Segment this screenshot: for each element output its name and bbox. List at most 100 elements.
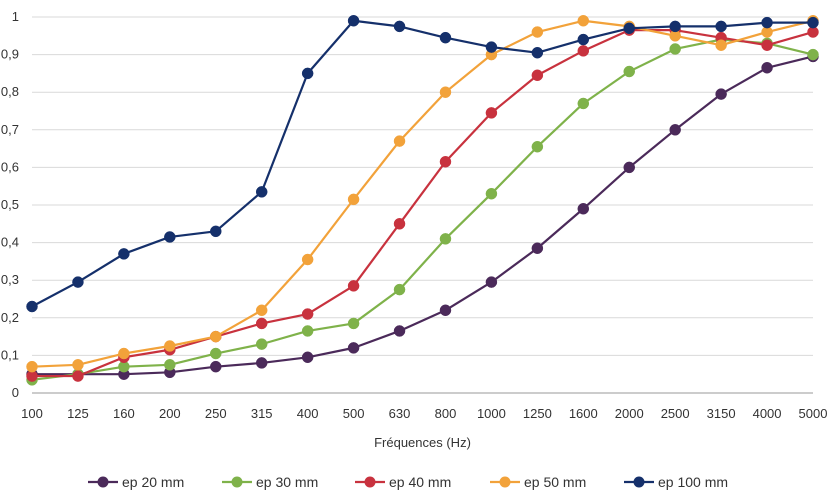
data-point — [301, 253, 314, 266]
data-point — [118, 347, 130, 360]
data-point — [347, 193, 360, 206]
x-tick-label: 500 — [343, 406, 365, 421]
data-point — [531, 69, 544, 82]
series-group — [26, 15, 819, 386]
data-point — [301, 351, 314, 364]
y-tick-label: 0,5 — [1, 197, 19, 212]
data-point — [485, 107, 498, 119]
legend-item: ep 50 mm — [490, 474, 586, 490]
x-tick-label: 2000 — [615, 406, 644, 421]
legend-label: ep 20 mm — [122, 474, 184, 490]
data-point — [210, 225, 222, 238]
data-point — [118, 248, 130, 260]
series-line — [31, 19, 813, 308]
series-4 — [26, 15, 819, 373]
series-5 — [26, 15, 819, 313]
data-point — [577, 203, 590, 215]
y-tick-label: 0,7 — [1, 122, 19, 137]
y-tick-label: 0,4 — [1, 235, 19, 250]
legend-swatch-marker — [97, 476, 109, 488]
data-point — [210, 360, 222, 373]
x-tick-label: 2500 — [661, 406, 690, 421]
y-tick-label: 1 — [12, 9, 19, 24]
x-tick-label: 1600 — [569, 406, 598, 421]
series-line — [32, 55, 814, 376]
data-point — [26, 360, 38, 373]
x-tick-label: 5000 — [799, 406, 828, 421]
data-point — [531, 26, 544, 38]
data-point — [301, 67, 314, 80]
series-2 — [26, 33, 819, 386]
data-point — [347, 342, 360, 354]
y-tick-label: 0,3 — [1, 272, 19, 287]
data-point — [807, 16, 819, 29]
data-point — [164, 359, 176, 371]
x-tick-label: 630 — [389, 406, 411, 421]
legend-label: ep 40 mm — [389, 474, 451, 490]
y-tick-label: 0,8 — [1, 84, 19, 99]
x-tick-label: 1000 — [477, 406, 506, 421]
legend-label: ep 50 mm — [524, 474, 586, 490]
data-point — [255, 357, 268, 369]
data-point — [669, 20, 681, 33]
legend-swatch-marker — [364, 476, 376, 488]
data-point — [715, 20, 727, 33]
x-tick-label: 315 — [251, 406, 273, 421]
data-point — [807, 48, 819, 61]
data-point — [164, 231, 176, 243]
data-point — [347, 15, 360, 27]
data-point — [347, 317, 360, 330]
data-point — [439, 31, 452, 44]
data-point — [255, 338, 268, 350]
grid-lines — [32, 16, 813, 394]
data-point — [72, 359, 84, 371]
legend-item: ep 40 mm — [355, 474, 451, 490]
data-point — [577, 45, 590, 57]
y-tick-label: 0,9 — [1, 47, 19, 62]
data-point — [531, 140, 544, 153]
data-point — [439, 233, 452, 245]
legend-item: ep 20 mm — [88, 474, 184, 490]
x-tick-label: 250 — [205, 406, 227, 421]
y-axis-ticks: 0 0,1 0,2 0,3 0,4 0,5 0,6 0,7 0,8 0,9 1 — [1, 9, 19, 400]
data-point — [577, 97, 590, 110]
legend-item: ep 30 mm — [222, 474, 318, 490]
series-3 — [26, 24, 819, 382]
legend-swatch-marker — [231, 476, 243, 488]
data-point — [72, 276, 84, 288]
y-tick-label: 0 — [12, 385, 19, 400]
x-tick-label: 800 — [435, 406, 457, 421]
data-point — [485, 187, 498, 200]
x-tick-label: 100 — [21, 406, 43, 421]
data-point — [393, 218, 406, 230]
data-point — [623, 161, 635, 174]
data-point — [301, 308, 314, 320]
x-tick-label: 200 — [159, 406, 181, 421]
x-tick-label: 3150 — [707, 406, 736, 421]
series-line — [31, 19, 814, 368]
y-tick-label: 0,6 — [1, 159, 19, 174]
x-tick-label: 160 — [113, 406, 135, 421]
data-point — [347, 280, 360, 292]
series-line — [31, 38, 814, 381]
data-point — [255, 304, 268, 317]
data-point — [715, 39, 727, 51]
data-point — [669, 43, 681, 55]
data-point — [439, 304, 452, 317]
data-point — [761, 16, 773, 29]
legend-label: ep 30 mm — [256, 474, 318, 490]
data-point — [485, 41, 498, 53]
x-tick-label: 1250 — [523, 406, 552, 421]
data-point — [393, 283, 406, 296]
data-point — [26, 300, 38, 313]
x-tick-label: 125 — [67, 406, 89, 421]
data-point — [623, 65, 635, 78]
y-tick-label: 0,1 — [1, 347, 19, 362]
data-point — [669, 124, 681, 136]
data-point — [623, 22, 635, 35]
x-axis-label: Fréquences (Hz) — [374, 435, 471, 450]
data-point — [577, 15, 590, 27]
data-point — [255, 317, 268, 330]
data-point — [761, 39, 773, 51]
